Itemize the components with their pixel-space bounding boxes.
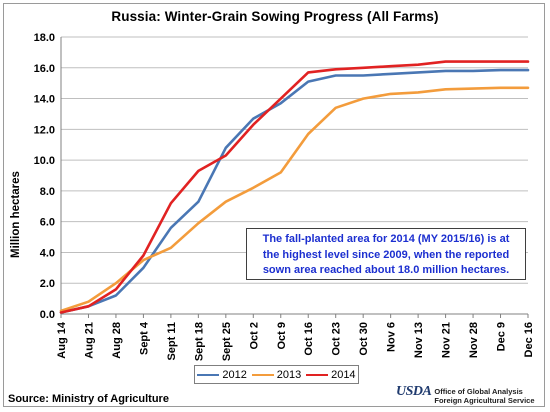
y-tick-labels: 0.0 2.0 4.0 6.0 8.0 10.0 12.0 14.0 16.0 18.0 bbox=[34, 32, 55, 321]
x-tick-label: Aug 21 bbox=[83, 322, 95, 359]
x-tick-label: Oct 16 bbox=[303, 322, 315, 356]
legend-item-2013: 2013 bbox=[251, 368, 302, 381]
x-tick-label: Dec 9 bbox=[496, 322, 508, 351]
annotation-line-1: The fall-planted area for 2014 (MY 2015/… bbox=[262, 233, 510, 245]
x-tick-label: Oct 2 bbox=[248, 322, 260, 350]
annotation-line-3: sown area reached about 18.0 million hec… bbox=[262, 264, 510, 276]
y-tick-label: 12.0 bbox=[34, 124, 55, 136]
agency-line-1: Office of Global Analysis bbox=[434, 387, 523, 396]
x-tick-label: Oct 23 bbox=[331, 322, 343, 356]
y-tick-label: 16.0 bbox=[34, 63, 55, 75]
x-tick-label: Sept 25 bbox=[221, 322, 233, 361]
annotation-line-2: the highest level since 2009, when the r… bbox=[262, 248, 510, 261]
agency-line-2: Foreign Agricultural Service bbox=[434, 396, 535, 405]
usda-branding: USDA Office of Global Analysis Foreign A… bbox=[396, 384, 535, 406]
y-tick-label: 10.0 bbox=[34, 155, 55, 167]
axes bbox=[60, 37, 529, 318]
series-line-2013 bbox=[59, 86, 530, 313]
x-tick-label: Oct 30 bbox=[358, 322, 370, 356]
y-tick-label: 8.0 bbox=[40, 186, 55, 198]
x-tick-label: Sept 18 bbox=[193, 322, 205, 361]
legend-item-2012: 2012 bbox=[197, 368, 247, 381]
x-tick-label: Oct 9 bbox=[276, 322, 288, 350]
series-lines bbox=[59, 60, 530, 314]
legend-item-2014: 2014 bbox=[306, 368, 356, 381]
annotation-box: The fall-planted area for 2014 (MY 2015/… bbox=[246, 228, 526, 280]
x-tick-label: Aug 28 bbox=[111, 322, 123, 359]
x-tick-label: Sept 4 bbox=[138, 321, 150, 355]
legend: 2012 2013 2014 bbox=[194, 365, 359, 384]
y-tick-label: 0.0 bbox=[40, 309, 55, 321]
legend-swatch-2013 bbox=[251, 373, 274, 376]
y-tick-label: 6.0 bbox=[40, 217, 55, 229]
series-line-2012 bbox=[59, 68, 530, 314]
legend-swatch-2014 bbox=[306, 373, 329, 376]
y-tick-label: 4.0 bbox=[40, 247, 55, 259]
x-tick-label: Dec 16 bbox=[523, 322, 535, 357]
x-tick-label: Nov 6 bbox=[386, 322, 398, 352]
x-tick-label: Nov 13 bbox=[413, 322, 425, 358]
source-note: Source: Ministry of Agriculture bbox=[8, 393, 169, 405]
x-tick-label: Sept 11 bbox=[166, 322, 178, 361]
x-tick-labels: Aug 14 Aug 21 Aug 28 Sept 4 Sept 11 Sept 18 Se… bbox=[56, 321, 535, 361]
legend-swatch-2012 bbox=[197, 373, 220, 376]
usda-logo: USDA bbox=[396, 384, 432, 399]
gridlines bbox=[61, 36, 528, 284]
y-tick-label: 14.0 bbox=[34, 94, 55, 106]
x-tick-label: Nov 28 bbox=[468, 322, 480, 358]
legend-label-2014: 2014 bbox=[331, 368, 356, 381]
legend-label-2013: 2013 bbox=[276, 368, 302, 381]
x-tick-label: Nov 21 bbox=[441, 322, 453, 358]
y-tick-label: 18.0 bbox=[34, 32, 55, 44]
x-tick-label: Aug 14 bbox=[56, 321, 68, 359]
y-tick-label: 2.0 bbox=[40, 278, 55, 290]
legend-label-2012: 2012 bbox=[222, 368, 247, 381]
chart-title: Russia: Winter-Grain Sowing Progress (Al… bbox=[111, 9, 439, 24]
series-line-2014 bbox=[59, 60, 530, 314]
